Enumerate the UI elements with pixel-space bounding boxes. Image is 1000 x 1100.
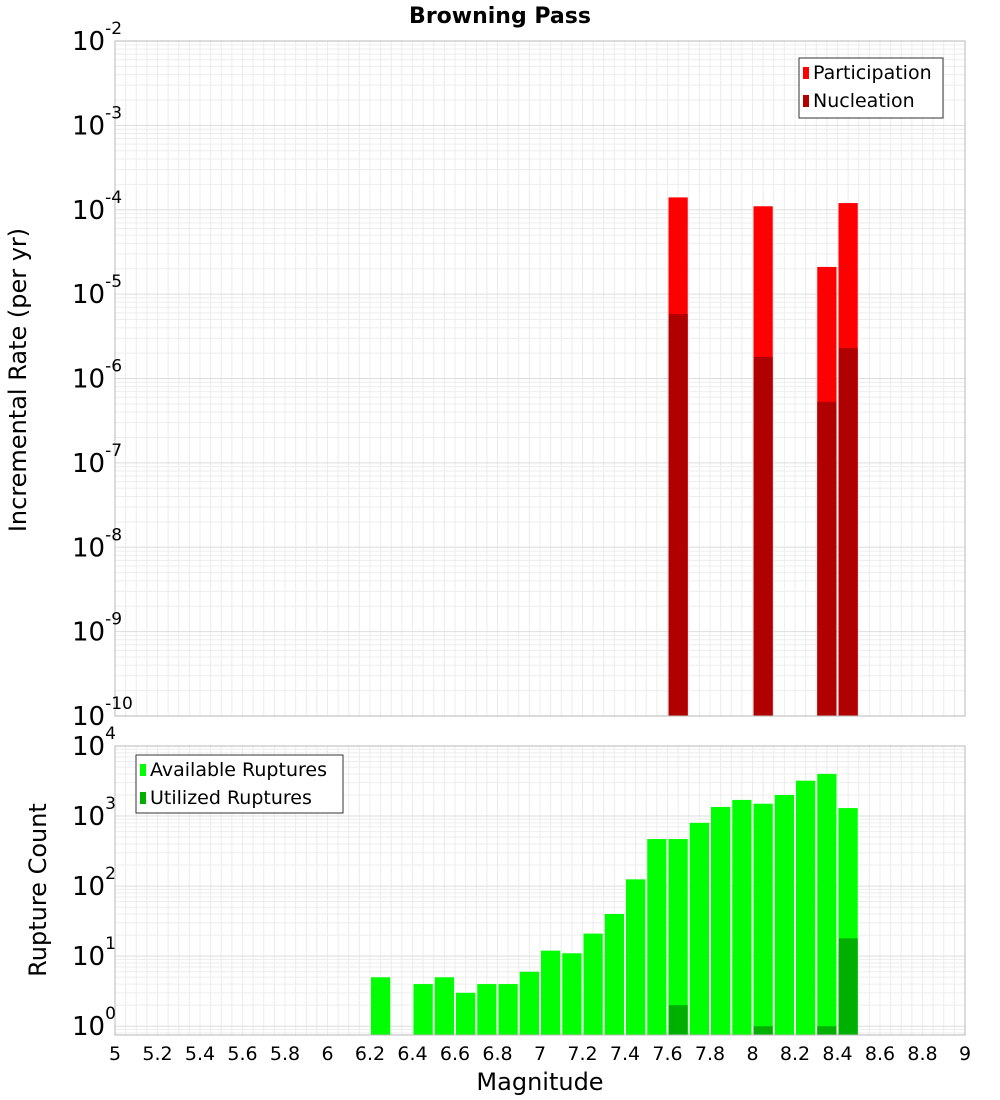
available-ruptures-bar xyxy=(498,984,518,1035)
legend-label-participation: Participation xyxy=(813,62,932,84)
y-tick-label: 10-4 xyxy=(72,188,122,226)
rate-plot-frame xyxy=(114,40,966,717)
x-tick-label: 6 xyxy=(321,1043,333,1065)
available-ruptures-bar xyxy=(817,773,837,1035)
x-tick-label: 8.4 xyxy=(822,1043,852,1065)
y-tick-label: 101 xyxy=(72,934,116,972)
x-tick-label: 7.8 xyxy=(695,1043,725,1065)
x-tick-label: 9 xyxy=(959,1043,971,1065)
y-tick-label: 103 xyxy=(72,794,116,832)
y-tick-label: 10-2 xyxy=(72,19,122,57)
count-y-tick-labels: 100 101 102 103 104 xyxy=(72,724,116,1042)
nucleation-bar xyxy=(817,401,837,716)
y-tick-label: 102 xyxy=(72,864,116,902)
x-tick-label: 6.6 xyxy=(440,1043,470,1065)
x-tick-label: 8.8 xyxy=(907,1043,937,1065)
available-ruptures-bar xyxy=(583,933,603,1035)
x-tick-label: 8.2 xyxy=(780,1043,810,1065)
count-bars xyxy=(371,773,858,1035)
y-tick-label: 100 xyxy=(72,1004,116,1042)
count-panel: 100 101 102 103 104 5 5.2 5.4 5.6 5.8 6 6.2 6.4 6.6 6… xyxy=(24,724,971,1096)
rate-y-tick-labels: 10-10 10-9 10-8 10-7 10-6 10-5 10-4 10-3 10-2 xyxy=(72,19,133,732)
available-ruptures-bar xyxy=(711,806,731,1035)
available-ruptures-bar xyxy=(456,992,476,1035)
x-tick-label: 5.4 xyxy=(185,1043,215,1065)
available-ruptures-bar xyxy=(477,984,497,1035)
x-tick-label: 5.8 xyxy=(270,1043,300,1065)
available-ruptures-bar xyxy=(668,839,688,1035)
available-ruptures-bar xyxy=(626,879,646,1035)
x-tick-label: 5.6 xyxy=(227,1043,257,1065)
legend-swatch-available-ruptures xyxy=(140,764,146,776)
nucleation-bar xyxy=(838,347,858,716)
x-tick-label: 7 xyxy=(534,1043,546,1065)
rate-legend: Participation Nucleation xyxy=(798,57,944,119)
y-tick-label: 10-7 xyxy=(72,441,122,479)
available-ruptures-bar xyxy=(519,971,539,1035)
legend-swatch-participation xyxy=(803,67,809,79)
y-tick-label: 10-10 xyxy=(72,694,133,732)
available-ruptures-bar xyxy=(796,780,816,1035)
count-y-axis-label: Rupture Count xyxy=(24,803,52,977)
legend-label-available-ruptures: Available Ruptures xyxy=(150,759,327,781)
available-ruptures-bar xyxy=(562,953,582,1035)
available-ruptures-bar xyxy=(434,977,454,1035)
x-axis-label: Magnitude xyxy=(476,1068,603,1096)
available-ruptures-bar xyxy=(371,977,391,1035)
legend-label-nucleation: Nucleation xyxy=(813,90,915,112)
y-tick-label: 10-6 xyxy=(72,357,122,395)
available-ruptures-bar xyxy=(647,839,667,1035)
chart-title: Browning Pass xyxy=(409,4,591,29)
y-tick-label: 10-3 xyxy=(72,103,122,141)
utilized-ruptures-bar xyxy=(838,938,858,1035)
x-tick-labels: 5 5.2 5.4 5.6 5.8 6 6.2 6.4 6.6 6.8 7 7.2 7.4 7.6 7.8 8… xyxy=(109,1043,971,1065)
available-ruptures-bar xyxy=(604,914,624,1035)
x-tick-label: 7.2 xyxy=(567,1043,597,1065)
count-plot-frame xyxy=(114,745,966,1036)
x-tick-label: 6.4 xyxy=(397,1043,427,1065)
available-ruptures-bar xyxy=(732,799,752,1035)
rate-gridlines xyxy=(114,40,966,717)
x-tick-label: 5 xyxy=(109,1043,121,1065)
nucleation-bar xyxy=(668,314,688,716)
x-tick-label: 6.2 xyxy=(355,1043,385,1065)
x-tick-label: 8 xyxy=(746,1043,758,1065)
y-tick-label: 104 xyxy=(72,724,116,762)
rate-bars xyxy=(668,197,858,717)
legend-swatch-nucleation xyxy=(803,95,809,107)
available-ruptures-bar xyxy=(774,794,794,1035)
utilized-ruptures-bar xyxy=(753,1026,773,1035)
legend-box xyxy=(135,754,344,814)
available-ruptures-bar xyxy=(413,984,433,1035)
legend-label-utilized-ruptures: Utilized Ruptures xyxy=(150,787,312,809)
y-tick-label: 10-8 xyxy=(72,525,122,563)
nucleation-bar xyxy=(753,356,773,716)
count-legend: Available Ruptures Utilized Ruptures xyxy=(135,754,344,814)
legend-swatch-utilized-ruptures xyxy=(140,792,146,804)
x-tick-label: 5.2 xyxy=(142,1043,172,1065)
available-ruptures-bar xyxy=(753,803,773,1035)
y-tick-label: 10-5 xyxy=(72,272,122,310)
utilized-ruptures-bar xyxy=(668,1005,688,1035)
x-tick-label: 7.6 xyxy=(652,1043,682,1065)
y-tick-label: 10-9 xyxy=(72,610,122,648)
x-tick-label: 6.8 xyxy=(482,1043,512,1065)
utilized-ruptures-bar xyxy=(817,1026,837,1035)
legend-box xyxy=(798,57,944,119)
rate-y-axis-label: Incremental Rate (per yr) xyxy=(4,228,32,532)
available-ruptures-bar xyxy=(689,822,709,1035)
x-tick-label: 8.6 xyxy=(865,1043,895,1065)
x-tick-label: 7.4 xyxy=(610,1043,640,1065)
available-ruptures-bar xyxy=(541,950,561,1035)
rate-panel: 10-10 10-9 10-8 10-7 10-6 10-5 10-4 10-3 10-2 In… xyxy=(4,19,966,732)
